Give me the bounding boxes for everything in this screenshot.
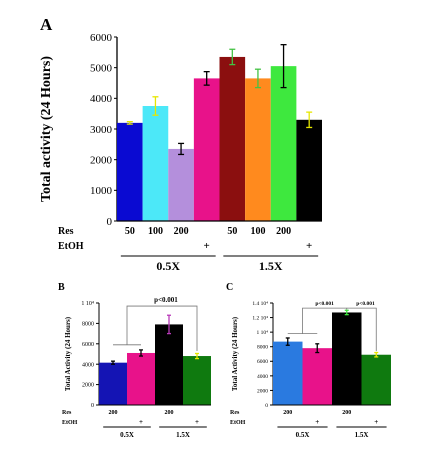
- etoh-label: +: [315, 418, 319, 426]
- res-dose-label: 200: [283, 410, 292, 416]
- y-tick-label: 6000: [82, 342, 94, 348]
- bar: [155, 324, 183, 405]
- significance-bracket: [346, 307, 377, 352]
- group-label: 0.5X: [296, 431, 310, 439]
- bar: [361, 354, 391, 405]
- etoh-label: +: [306, 240, 312, 252]
- row-label-etoh: EtOH: [58, 241, 84, 252]
- row-label-res: Res: [58, 226, 74, 237]
- y-tick-label: 2000: [90, 155, 113, 167]
- y-tick-label: 3000: [90, 124, 113, 136]
- res-dose-label: 200: [165, 410, 174, 416]
- y-tick-label: 1.2 10⁴: [252, 315, 268, 321]
- p-value-label: p<0.001: [356, 301, 375, 307]
- y-tick-label: 6000: [257, 359, 268, 365]
- res-dose-label: 50: [125, 226, 135, 237]
- y-tick-label: 0: [107, 216, 113, 228]
- y-axis-label: Total Activity (24 Hours): [64, 316, 72, 391]
- y-tick-label: 2000: [82, 383, 94, 389]
- bar: [117, 122, 143, 221]
- row-label-etoh: EtOH: [230, 420, 246, 426]
- panel-c-letter: C: [226, 282, 233, 293]
- panel-b-chart: 0 2000 4000 6000 8000 1 10⁴ Total Activity (24…: [62, 296, 211, 439]
- y-tick-label: 8000: [82, 322, 94, 328]
- p-value-label: p<0.001: [315, 301, 334, 307]
- etoh-label: +: [374, 418, 378, 426]
- panel-c-chart: 0 2000 4000 6000 8000 1 10⁴ 1.2 10⁴ 1.4 10⁴ Tota…: [230, 301, 391, 439]
- p-value-label: p<0.001: [154, 296, 178, 304]
- group-label: 1.5X: [176, 431, 190, 439]
- bar: [296, 119, 322, 221]
- res-dose-label: 50: [227, 226, 237, 237]
- y-tick-label: 1000: [90, 185, 113, 197]
- y-tick-label: 5000: [90, 63, 113, 75]
- bar: [245, 78, 271, 222]
- bar: [270, 66, 297, 221]
- etoh-label: +: [204, 240, 210, 252]
- bar: [99, 362, 127, 405]
- y-tick-label: 1.4 10⁴: [252, 301, 268, 307]
- y-tick-label: 4000: [257, 374, 268, 380]
- res-dose-label: 100: [148, 226, 163, 237]
- y-axis-label: Total activity (24 Hours): [39, 56, 54, 202]
- bar: [168, 148, 194, 221]
- panel-a-letter: A: [40, 15, 53, 34]
- res-dose-label: 200: [342, 410, 351, 416]
- row-label-etoh: EtOH: [62, 420, 78, 426]
- group-label: 1.5X: [259, 259, 283, 273]
- bar: [183, 356, 211, 405]
- y-tick-label: 1 10⁴: [256, 330, 268, 336]
- y-axis-label: Total Activity (24 Hours): [231, 316, 239, 391]
- bar: [127, 352, 155, 405]
- y-tick-label: 0: [91, 403, 94, 409]
- group-label: 0.5X: [156, 259, 180, 273]
- res-dose-label: 100: [250, 226, 265, 237]
- y-tick-label: 2000: [257, 388, 268, 394]
- bar: [273, 341, 303, 405]
- y-tick-label: 6000: [90, 32, 113, 44]
- res-dose-label: 200: [174, 226, 189, 237]
- row-label-res: Res: [62, 410, 72, 416]
- bar: [219, 56, 246, 221]
- res-dose-label: 200: [109, 410, 118, 416]
- y-tick-label: 4000: [82, 362, 94, 368]
- bar: [332, 312, 362, 405]
- panel-a-chart: 0 1000 2000 3000 4000 5000 6000 Total activity …: [39, 32, 322, 273]
- etoh-label: +: [139, 418, 143, 426]
- row-label-res: Res: [230, 410, 240, 416]
- y-tick-label: 1 10⁴: [81, 301, 94, 307]
- panel-b-letter: B: [58, 282, 65, 293]
- etoh-label: +: [195, 418, 199, 426]
- res-dose-label: 200: [276, 226, 291, 237]
- bar: [142, 106, 169, 221]
- y-tick-label: 0: [265, 403, 268, 409]
- y-tick-label: 4000: [90, 93, 113, 105]
- bar: [302, 348, 332, 405]
- group-label: 1.5X: [355, 431, 369, 439]
- bar: [193, 78, 220, 222]
- group-label: 0.5X: [120, 431, 134, 439]
- significance-bracket: [302, 307, 348, 334]
- y-tick-label: 8000: [257, 345, 268, 351]
- significance-bracket: [126, 305, 198, 351]
